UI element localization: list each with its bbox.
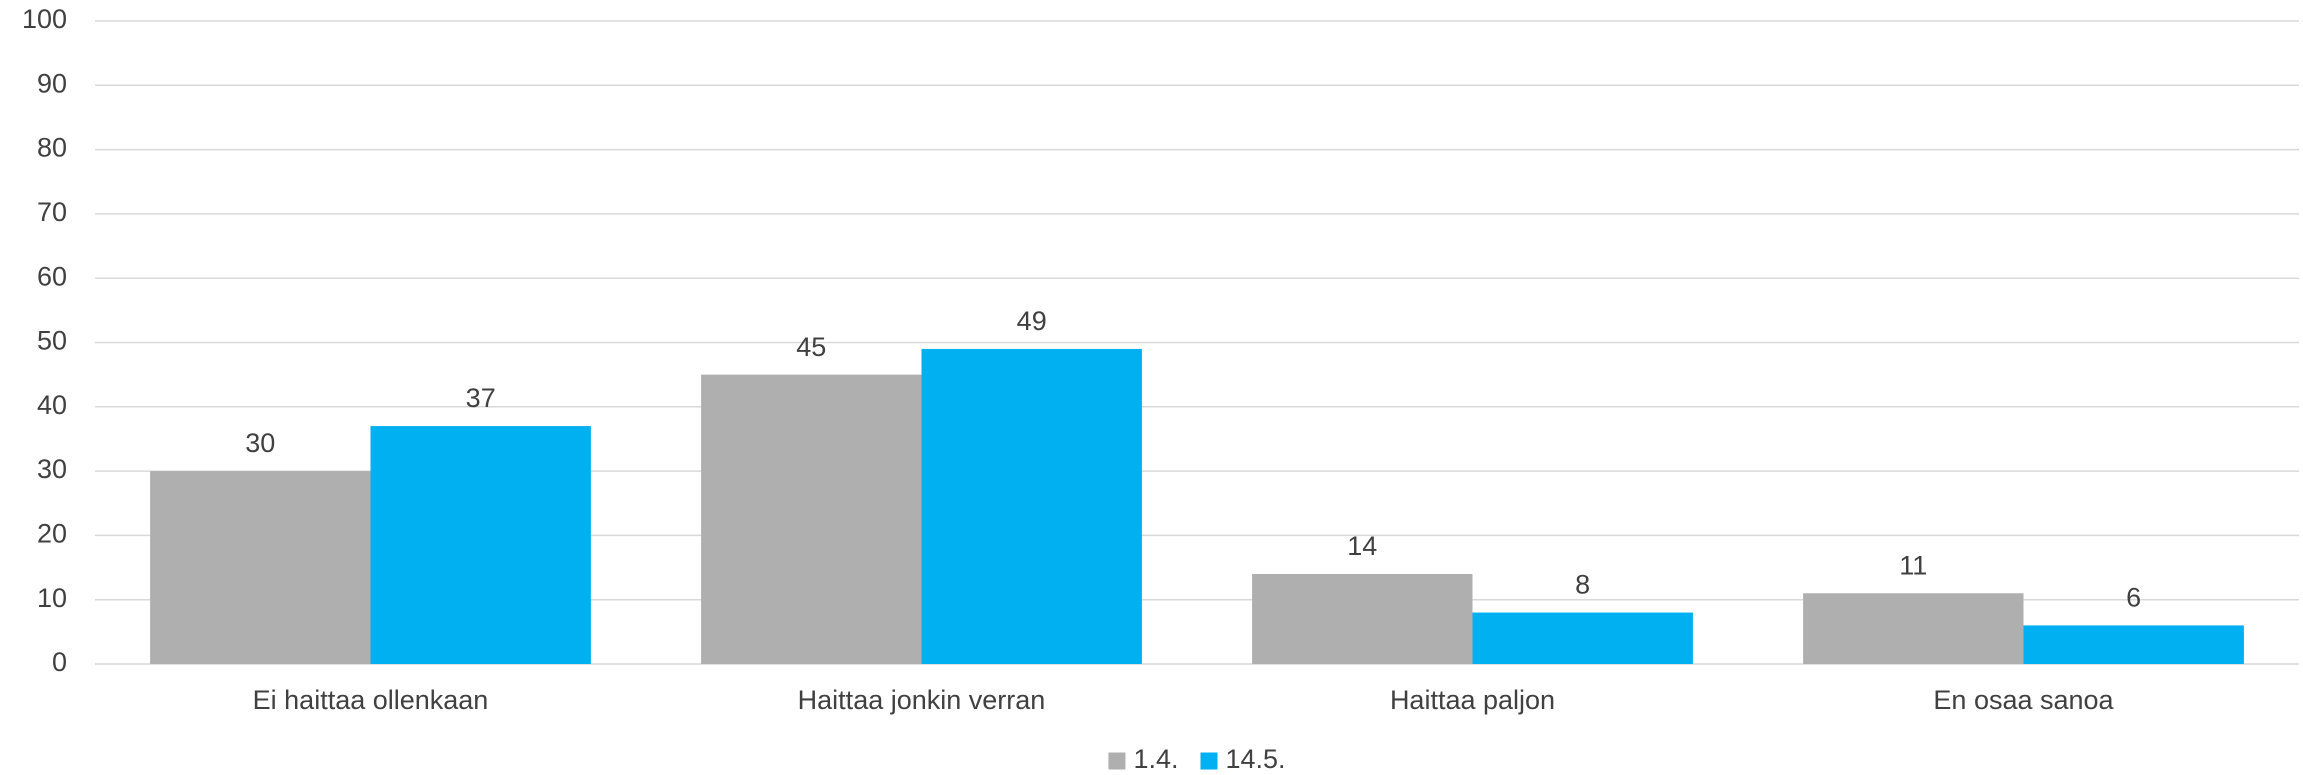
y-tick-label: 0: [52, 647, 67, 677]
x-tick-label: Ei haittaa ollenkaan: [253, 685, 489, 715]
legend-swatch: [1108, 752, 1126, 770]
data-label: 6: [2126, 583, 2141, 613]
data-label: 14: [1347, 531, 1377, 561]
bar: [2023, 625, 2244, 664]
data-label: 30: [245, 428, 275, 458]
x-tick-label: Haittaa paljon: [1390, 685, 1555, 715]
bar: [1252, 573, 1473, 664]
legend-label: 14.5.: [1225, 744, 1285, 774]
y-tick-label: 30: [37, 454, 67, 484]
y-tick-label: 40: [37, 390, 67, 420]
bar: [1472, 612, 1693, 664]
y-tick-label: 80: [37, 133, 67, 163]
data-label: 11: [1899, 550, 1927, 580]
x-tick-label: Haittaa jonkin verran: [798, 685, 1046, 715]
bar: [1803, 593, 2024, 664]
legend-label: 1.4.: [1133, 744, 1178, 774]
y-tick-label: 50: [37, 326, 67, 356]
y-tick-label: 70: [37, 197, 67, 227]
data-label: 49: [1017, 306, 1047, 336]
bar: [921, 348, 1142, 664]
y-tick-label: 60: [37, 261, 67, 291]
y-tick-label: 10: [37, 583, 67, 613]
y-tick-label: 90: [37, 68, 67, 98]
y-tick-label: 100: [22, 4, 67, 34]
y-tick-label: 20: [37, 519, 67, 549]
data-label: 45: [796, 332, 826, 362]
data-label: 37: [466, 383, 496, 413]
bar: [701, 374, 922, 664]
bar: [150, 471, 371, 664]
x-tick-label: En osaa sanoa: [1933, 685, 2114, 715]
bar: [370, 426, 591, 664]
legend-swatch: [1200, 752, 1218, 770]
data-label: 8: [1575, 570, 1590, 600]
